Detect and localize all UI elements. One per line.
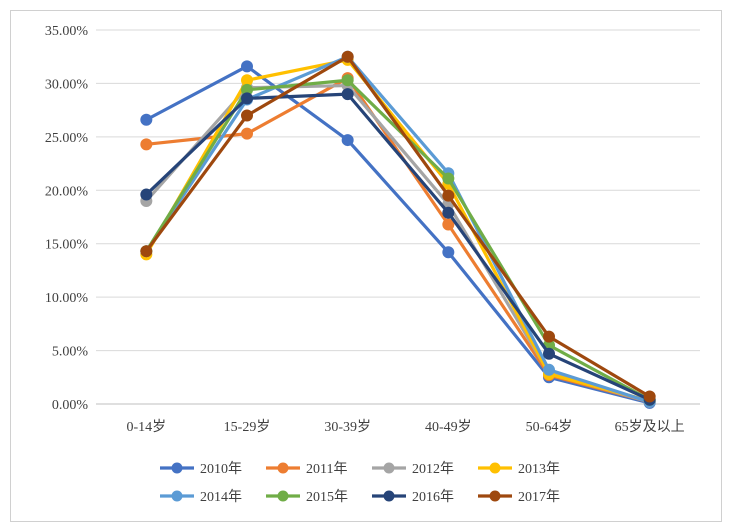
data-point [140,138,153,151]
x-tick-label: 50-64岁 [526,419,573,435]
legend-label: 2011年 [306,461,347,477]
y-tick-label: 5.00% [52,345,89,360]
data-point [241,60,253,73]
x-tick-label: 40-49岁 [425,419,472,435]
legend-swatch-marker [383,462,395,474]
legend-label: 2016年 [412,489,454,505]
y-tick-label: 15.00% [45,238,89,253]
legend-label: 2010年 [200,461,242,477]
series-line-2016年 [145,92,651,402]
series-line-2010年 [145,64,651,405]
data-point [543,330,555,343]
data-point [140,113,153,126]
data-point [442,172,455,185]
series-line-2015年 [144,78,651,402]
data-point [543,347,555,360]
x-tick-label: 15-29岁 [224,419,271,435]
x-tick-label: 65岁及以上 [615,419,685,435]
legend-swatch-marker [383,490,395,502]
legend-swatch-marker [489,490,501,502]
legend-label: 2013年 [518,461,560,477]
data-point [341,134,354,147]
y-tick-label: 35.00% [45,24,89,39]
data-point [241,127,253,140]
y-tick-label: 30.00% [45,77,89,92]
legend-swatch-marker [277,490,289,502]
legend-swatch-marker [171,462,183,474]
data-point [442,206,455,219]
data-point [543,363,555,376]
data-point [140,188,153,201]
data-point [241,92,253,105]
chart-frame [10,10,722,522]
x-tick-label: 0-14岁 [126,419,166,435]
data-point [341,74,354,87]
legend-label: 2015年 [306,489,348,505]
data-point [341,88,354,101]
legend-label: 2014年 [200,489,242,505]
data-point [442,189,455,202]
data-point [442,218,455,231]
data-point [241,109,253,122]
legend-swatch-marker [489,462,501,474]
data-point [140,245,153,258]
y-tick-label: 20.00% [45,184,89,199]
series-line-2017年 [145,55,651,398]
series-line-2013年 [144,58,651,403]
y-tick-label: 10.00% [45,291,89,306]
legend-swatch-marker [171,490,183,502]
data-point [341,50,354,63]
data-point [643,390,656,403]
data-point [442,246,455,259]
legend-label: 2012年 [412,461,454,477]
x-tick-label: 30-39岁 [324,419,371,435]
series-line-2014年 [145,55,651,404]
y-tick-label: 25.00% [45,131,89,146]
y-tick-label: 0.00% [52,398,89,413]
legend-label: 2017年 [518,489,560,505]
legend-swatch-marker [277,462,289,474]
